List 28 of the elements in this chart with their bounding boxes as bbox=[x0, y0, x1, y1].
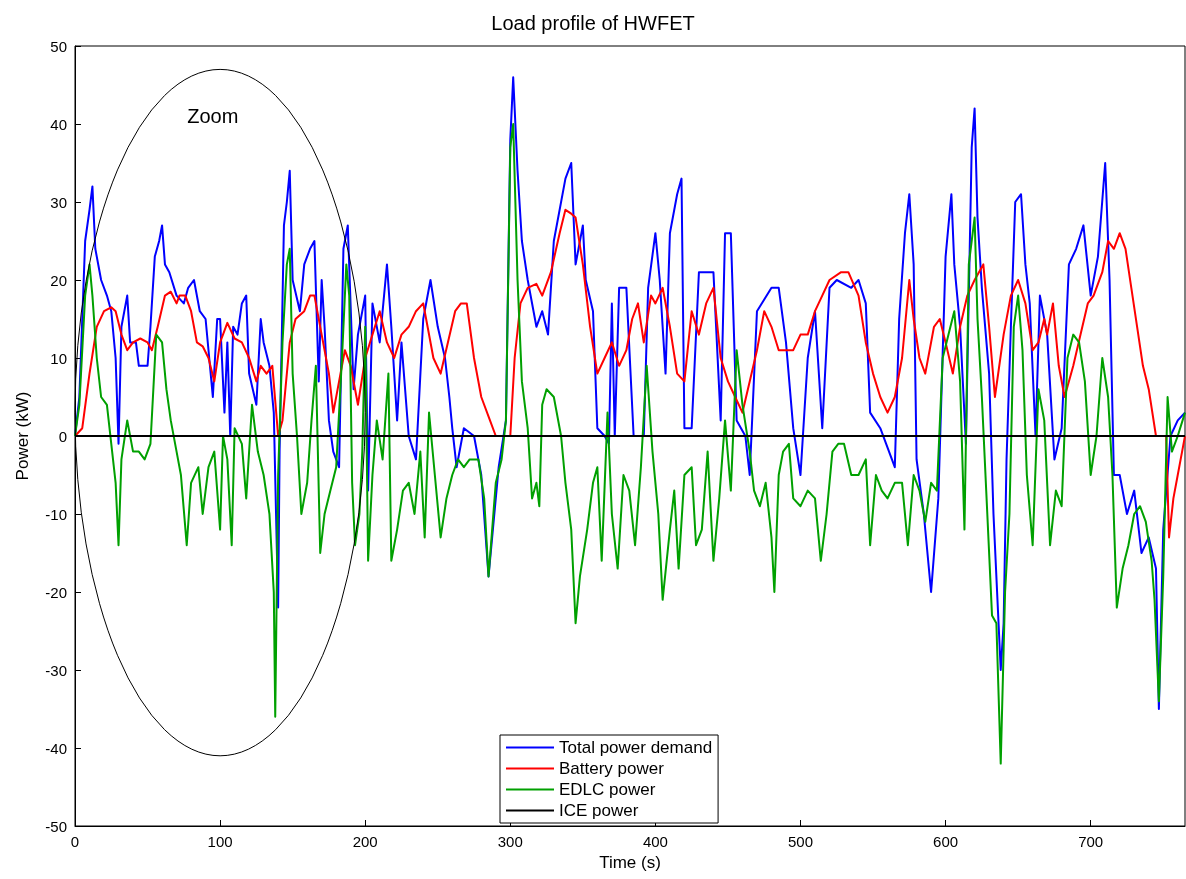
x-tick-label: 100 bbox=[207, 833, 233, 850]
x-tick-label: 600 bbox=[933, 833, 959, 850]
x-tick-label: 700 bbox=[1078, 833, 1104, 850]
legend-label: ICE power bbox=[559, 801, 639, 820]
y-tick-label: -30 bbox=[45, 661, 67, 679]
y-tick-label: 10 bbox=[50, 349, 67, 367]
y-tick-label: 30 bbox=[50, 193, 67, 211]
y-axis-title: Power (kW) bbox=[13, 391, 32, 481]
y-tick-label: -20 bbox=[45, 583, 67, 601]
legend-label: EDLC power bbox=[559, 780, 656, 799]
line-series bbox=[74, 208, 1186, 539]
y-tick-label: -50 bbox=[45, 817, 67, 835]
y-tick-label: 50 bbox=[50, 37, 67, 55]
y-tick-label: -10 bbox=[45, 505, 67, 523]
legend-label: Total power demand bbox=[559, 738, 713, 757]
x-axis-title: Time (s) bbox=[599, 852, 661, 872]
chart-title: Load profile of HWFET bbox=[491, 12, 695, 34]
y-tick-label: 20 bbox=[50, 271, 67, 289]
x-tick-label: 500 bbox=[787, 833, 814, 850]
x-tick-label: 300 bbox=[497, 833, 523, 850]
y-tick-label: 0 bbox=[58, 427, 67, 445]
x-tick-label: 400 bbox=[642, 833, 668, 850]
x-tick-label: 0 bbox=[70, 833, 80, 850]
y-tick-label: -40 bbox=[45, 739, 67, 757]
x-tick-label: 200 bbox=[352, 833, 378, 850]
legend-label: Battery power bbox=[559, 759, 665, 778]
annotation: Zoom bbox=[187, 105, 239, 128]
y-tick-label: 40 bbox=[50, 115, 67, 133]
